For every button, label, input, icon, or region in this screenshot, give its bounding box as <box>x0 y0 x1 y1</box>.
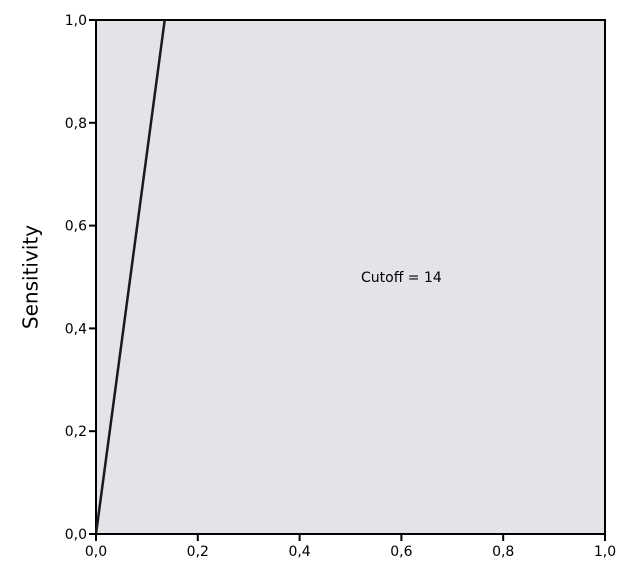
plot-area <box>95 19 606 535</box>
x-tick-label: 0,8 <box>492 544 514 560</box>
y-tick-label: 0,6 <box>65 219 87 235</box>
annotations-layer: Cutoff = 14 <box>361 270 442 286</box>
roc-curve-line <box>94 19 166 535</box>
series-layer <box>94 19 166 535</box>
y-tick-label: 1,0 <box>65 13 87 29</box>
axis-tick-labels: 0,0 0,2 0,4 0,6 0,8 1,0 0,0 0,2 0,4 0,6 0,8 1,0 <box>65 13 616 560</box>
axis-ticks <box>89 19 606 541</box>
x-tick-label: 0,6 <box>390 544 412 560</box>
y-axis-title: Sensitivity <box>19 225 43 329</box>
y-tick-label: 0,2 <box>65 424 87 440</box>
cutoff-annotation: Cutoff = 14 <box>361 270 442 286</box>
y-tick-label: 0,8 <box>65 116 87 132</box>
x-tick-label: 1,0 <box>594 544 616 560</box>
x-tick-label: 0,0 <box>85 544 107 560</box>
x-tick-label: 0,2 <box>187 544 209 560</box>
y-tick-label: 0,4 <box>65 321 87 337</box>
y-tick-label: 0,0 <box>65 527 87 543</box>
x-tick-label: 0,4 <box>288 544 310 560</box>
